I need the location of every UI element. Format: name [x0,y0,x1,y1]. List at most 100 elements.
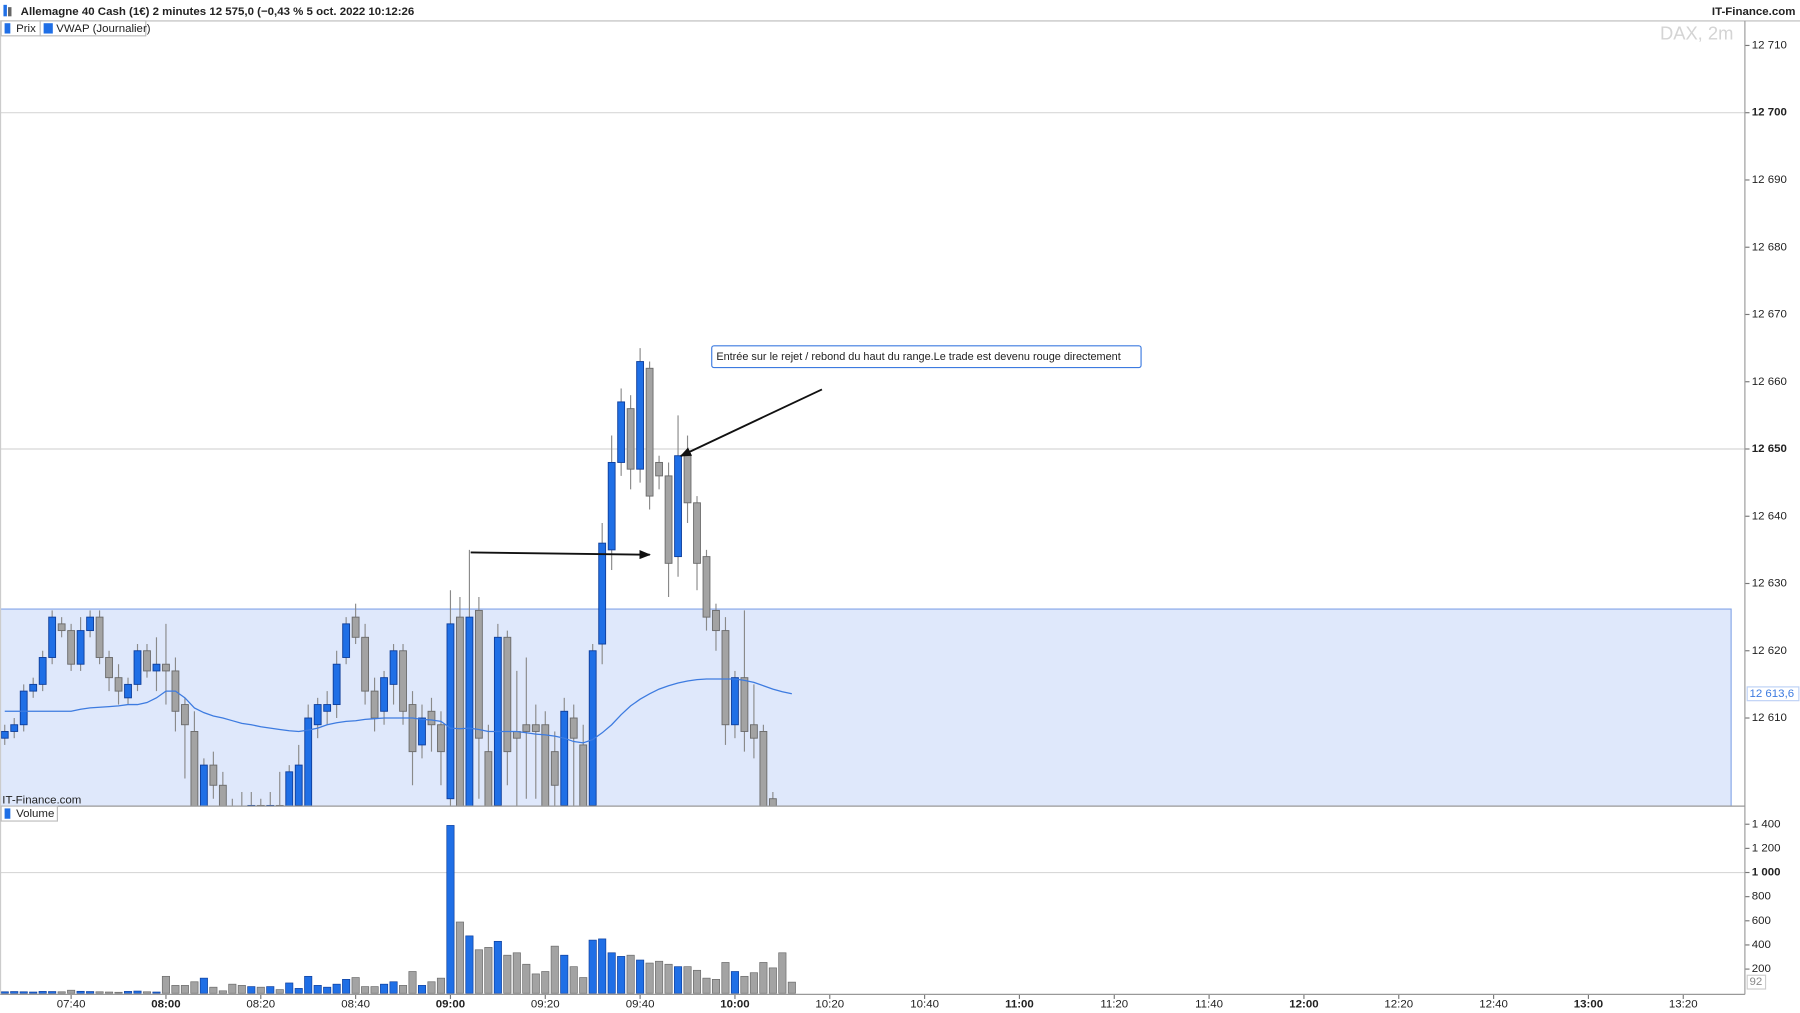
volume-tick-label: 1 200 [1752,842,1781,854]
candle-body [370,690,379,719]
volume-bar [342,979,351,994]
candle-body [199,764,208,807]
grid-layer: 12 610 12 620 12 630 12 640 12 650 12 660 12 6… [0,39,1787,1011]
y-tick-label: 12 710 [1752,39,1787,51]
candle-body [531,724,540,732]
volume-bar [142,991,152,994]
y-tick-label: 12 620 [1752,645,1787,657]
candle-body [19,690,28,726]
watermark: IT-Finance.com [2,794,81,806]
candle-body [702,556,711,618]
volume-tick-label: 600 [1752,915,1771,927]
candle-body [759,731,768,807]
legend-box [39,20,147,37]
volume-last-label: 92 [1749,976,1762,988]
x-tick-label: 08:00 [151,999,180,1011]
candle-body [626,408,635,470]
y-tick-label: 12 640 [1752,510,1787,522]
volume-bar [446,825,455,994]
volume-bar [778,952,787,994]
price-layer [0,348,792,807]
candle-body [474,609,483,739]
candle-body [351,616,360,638]
volume-bar [787,981,796,994]
candle-body [768,798,777,807]
volume-bar [550,945,559,994]
volume-bar [351,977,360,994]
candle-body [143,650,151,672]
candle-body [750,724,758,739]
volume-bar [389,981,398,994]
candle-body [190,731,199,807]
volume-bar [266,986,275,994]
candle-body [636,361,645,470]
volume-bar [199,977,208,994]
candle-body [418,717,426,746]
candle-body [181,704,189,726]
candle-body [645,367,654,497]
candle-body [484,751,493,807]
volume-bar [380,983,389,994]
candle-body [323,704,332,712]
x-tick-label: 13:00 [1574,999,1603,1011]
volume-layer [0,825,796,994]
volume-bar [57,991,66,994]
range-zone [0,608,1732,807]
candle-body [550,751,559,786]
volume-bar [313,985,322,994]
x-tick-label: 07:40 [57,999,86,1011]
candle-body [503,636,512,753]
candle-body [29,683,38,692]
candle-body [389,650,398,685]
x-tick-label: 10:20 [815,999,844,1011]
legend-swatch [4,23,11,34]
volume-bar [484,947,493,994]
candle-body [0,731,9,739]
x-tick-label: 08:40 [341,999,370,1011]
candle-body [740,677,749,732]
volume-bar [10,991,19,994]
x-tick-label: 09:00 [436,999,465,1011]
candle-body [598,542,607,645]
volume-bar [48,991,57,994]
x-tick-label: 11:00 [1005,999,1034,1011]
candle-body [313,704,322,726]
volume-bar [228,983,237,994]
volume-bar [730,971,739,994]
volume-bar [711,979,720,994]
volume-bar [455,921,464,994]
annotation-text: Entrée sur le rejet / rebond du haut du … [716,351,1120,363]
header-title: Allemagne 40 Cash (1€) 2 minutes 12 575,… [21,6,415,18]
candle-body [674,455,682,558]
volume-bar [218,990,227,994]
zone-layer [0,608,1732,807]
volume-bar [512,952,521,994]
candle-body [512,731,521,739]
volume-bar [133,990,142,994]
y-tick-label: 12 670 [1752,309,1787,321]
header-source: IT-Finance.com [1712,6,1795,18]
volume-bar [759,962,768,994]
volume-bar [683,966,692,994]
candle-body [683,455,692,504]
candle-body [361,636,370,692]
x-tick-label: 10:00 [720,999,749,1011]
volume-bar [209,986,218,994]
volume-bar [67,989,76,994]
header-icon [3,4,7,17]
volume-bar [275,989,284,994]
volume-bar [190,981,199,994]
candle-body [162,663,170,672]
volume-bar [588,939,597,994]
volume-bar [569,966,578,994]
volume-bar [645,962,654,994]
candle-body [446,623,455,800]
volume-bar [749,972,758,994]
candle-body [285,771,294,807]
candle-body [693,502,701,564]
candle-body [569,717,578,739]
legend-box [0,805,58,822]
candle-body [721,630,730,726]
volume-bar [560,954,569,994]
volume-bar [180,985,189,994]
